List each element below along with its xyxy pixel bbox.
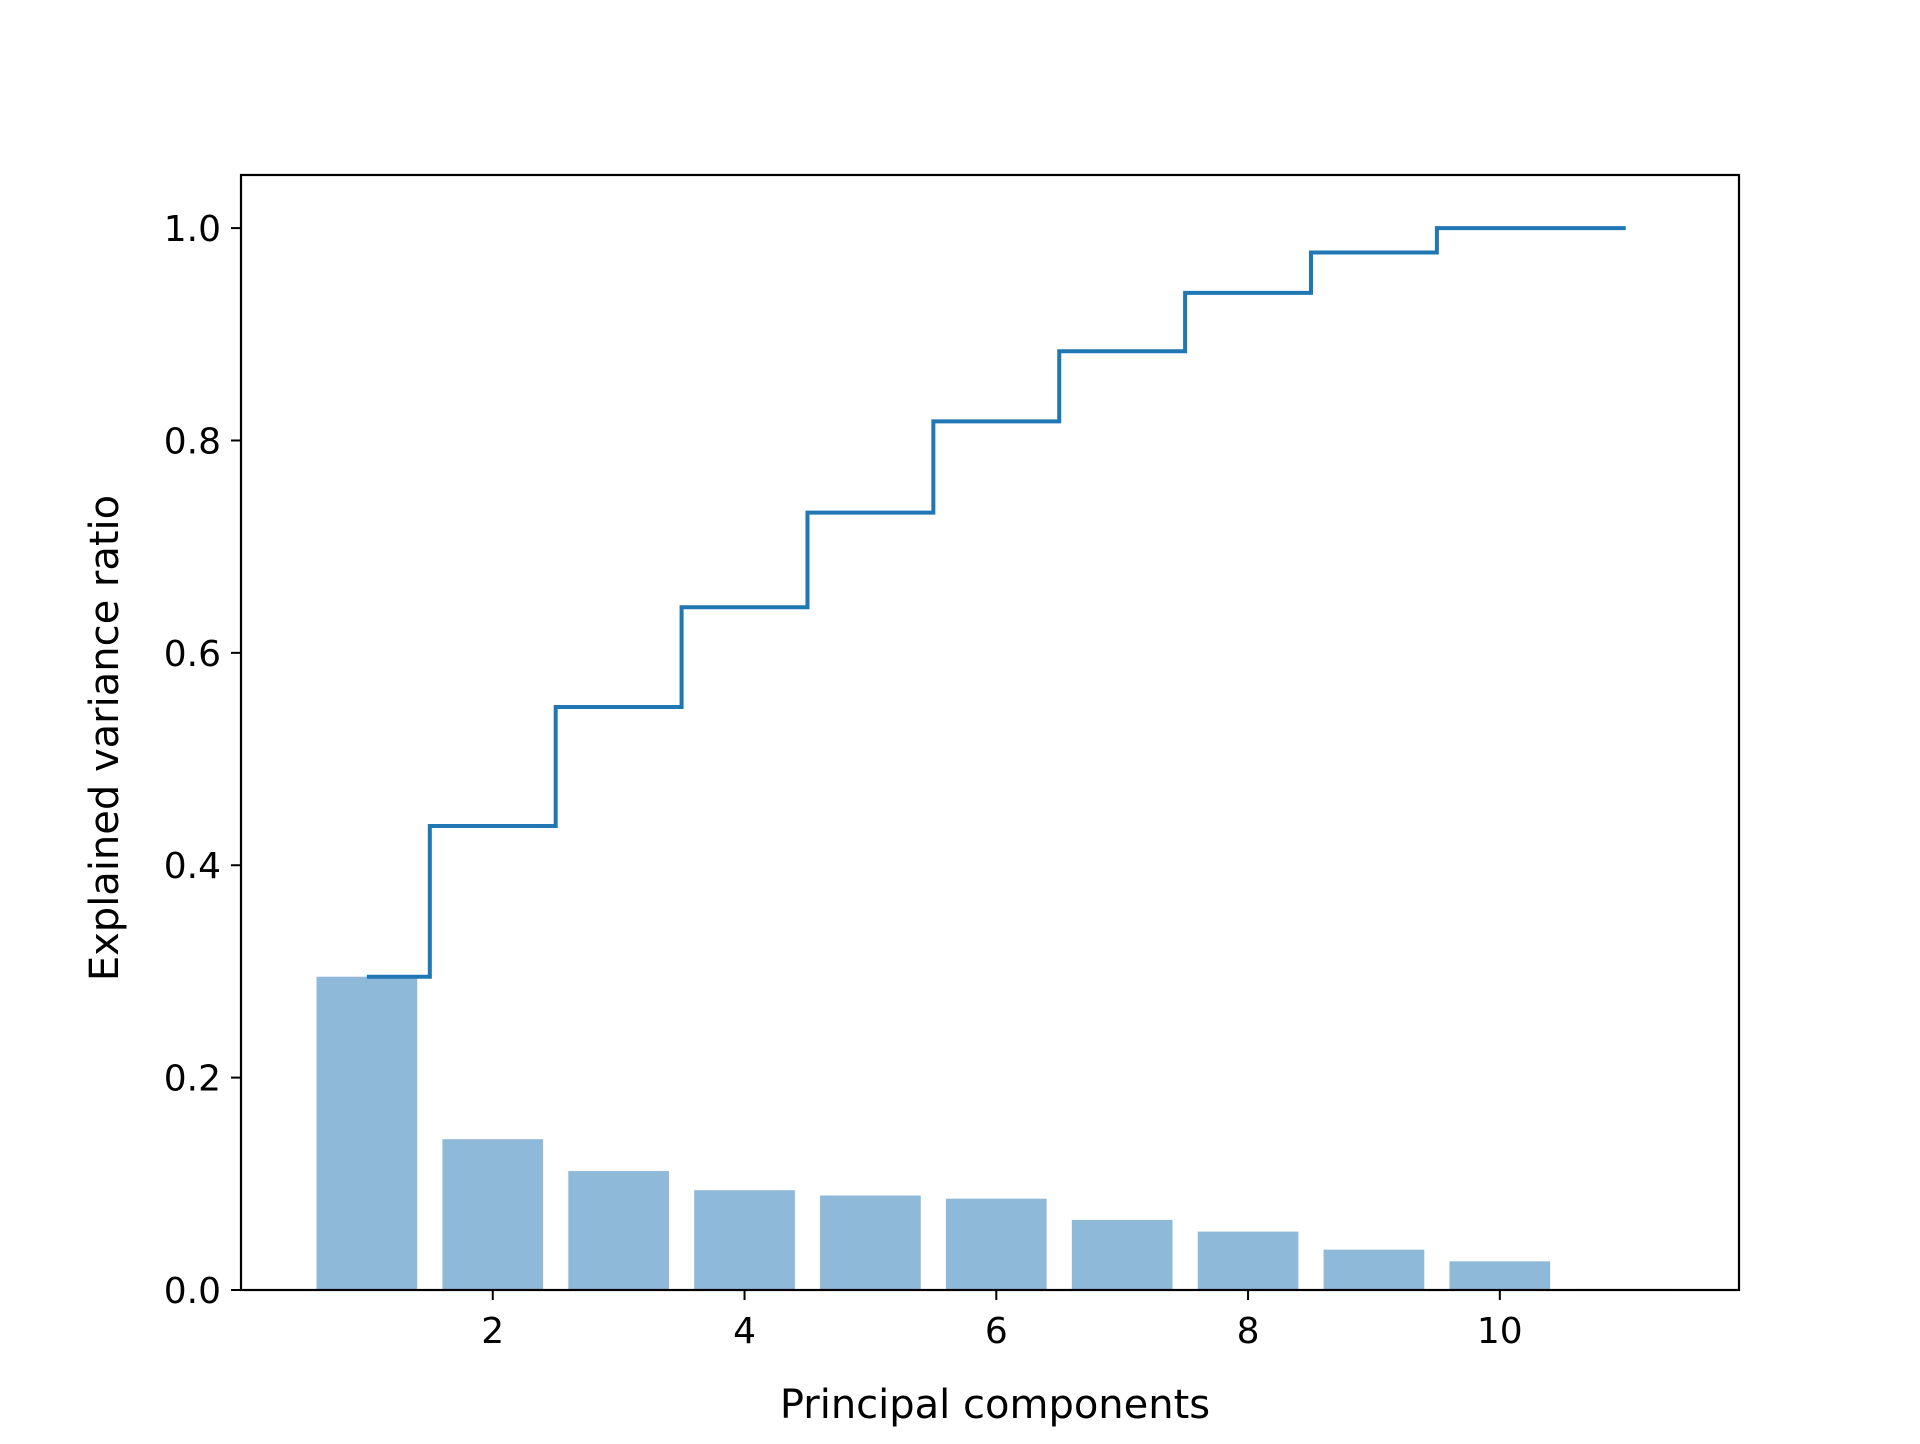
bar-pc-5: [820, 1195, 921, 1290]
x-tick-label: 4: [733, 1311, 756, 1352]
y-tick-label: 0.4: [164, 846, 221, 887]
x-tick-label: 10: [1477, 1311, 1523, 1352]
bar-pc-9: [1323, 1249, 1425, 1290]
bar-pc-6: [945, 1198, 1047, 1290]
y-tick-label: 0.0: [164, 1271, 221, 1312]
y-tick-label: 0.2: [164, 1059, 221, 1100]
bar-pc-7: [1071, 1219, 1173, 1290]
bar-pc-3: [568, 1171, 669, 1290]
x-axis-label: Principal components: [780, 1382, 1210, 1428]
x-tick-label: 8: [1237, 1311, 1260, 1352]
bar-pc-4: [694, 1190, 795, 1290]
bars-layer: [316, 976, 1677, 1290]
x-tick-label: 2: [481, 1311, 504, 1352]
bar-pc-1: [316, 976, 418, 1290]
y-axis-label: Explained variance ratio: [82, 495, 128, 981]
bar-pc-10: [1449, 1261, 1551, 1290]
bar-pc-8: [1197, 1231, 1299, 1290]
plot-frame: [239, 173, 1741, 1292]
x-tick-label: 6: [985, 1311, 1008, 1352]
y-tick-label: 1.0: [164, 209, 221, 250]
bar-pc-2: [442, 1139, 544, 1290]
line-layer: [366, 226, 1626, 979]
axes-layer: 2 4 6 8 10 0.0 0.2 0.4 0.6 0.8 1.0: [164, 173, 1741, 1352]
y-tick-label: 0.6: [164, 634, 221, 675]
cumulative-variance-step-line: [366, 226, 1626, 979]
y-tick-label: 0.8: [164, 421, 221, 462]
